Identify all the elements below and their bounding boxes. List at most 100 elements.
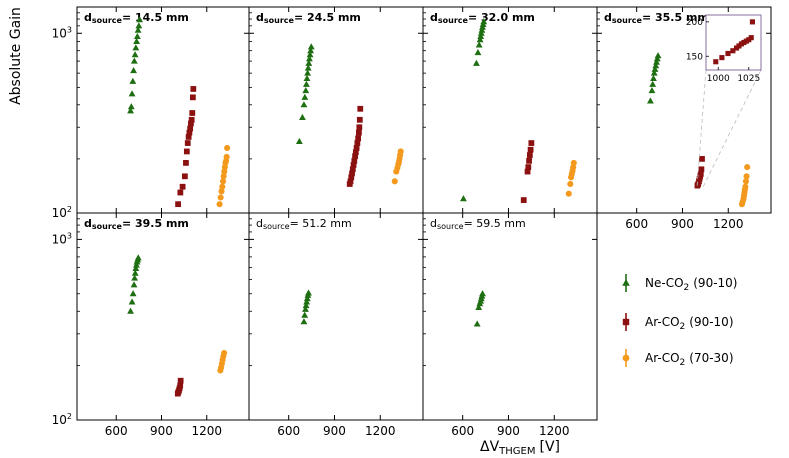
y-tick-base: 10 [52,26,67,40]
point-ne [302,86,310,94]
point-ne [649,80,657,87]
panel-label-value: = 24.5 mm [294,11,361,24]
panel-5: dsource= 39.5 mm [84,217,228,397]
inset-connector [702,69,762,189]
legend-label-rest: (90-10) [689,315,733,329]
panel-3: dsource= 32.0 mm [430,11,577,203]
panel-frame-4 [596,6,772,214]
point-ne [653,58,660,65]
legend-marker-ar7030 [622,354,630,362]
point-ne [652,62,660,69]
panel-label-value: = 59.5 mm [464,217,526,230]
point-ar9010 [526,157,532,164]
legend-label-rest: (90-10) [693,276,737,290]
point-ar9010 [189,110,196,116]
point-ne [479,290,486,297]
point-ne [477,29,485,36]
legend-label-main: Ar-CO [645,315,680,329]
point-ar9010 [188,120,194,127]
x-tick-label: 600 [105,424,128,438]
panel-label-sub: source [612,16,643,25]
point-ar7030 [742,183,749,190]
point-ne [460,195,467,202]
x-tick-label: 900 [497,424,520,438]
panel-1: dsource= 14.5 mm [84,11,231,208]
panel-label-value: = 39.5 mm [122,217,189,230]
panel-label-prefix: d [256,217,263,230]
point-ne [480,18,488,25]
point-ne [304,69,312,76]
point-ne [302,80,310,87]
inset-x-tick-label: 1025 [737,74,760,84]
point-ar7030 [397,148,404,155]
point-ar7030 [219,178,227,185]
point-ne [304,64,312,71]
y-tick-exp: 3 [67,25,72,34]
point-ne [128,90,136,97]
inset-point [730,48,736,54]
legend-label-ne: Ne-CO2 (90-10) [645,276,737,293]
inset-y-tick-label: 200 [686,18,703,28]
panels-layer: dsource= 14.5 mm dsource= 24.5 mm dsource=… [76,6,772,421]
y-tick-exp: 2 [67,205,72,214]
panel-label: dsource= 14.5 mm [84,11,189,25]
y-tick-exp: 2 [67,412,72,421]
point-ne [131,51,139,58]
x-tick-label: 600 [625,217,648,231]
panel-label-sub: source [92,222,123,231]
point-ar9010 [190,86,197,92]
panel-frame-5 [76,212,250,421]
point-ne [136,16,144,23]
panel-label-value: = 51.2 mm [290,217,352,230]
inset-x-tick-label: 1000 [707,74,730,84]
point-ne [653,55,661,62]
point-ne [299,113,306,120]
x-tick-label: 600 [451,424,474,438]
x-axis-label-sub: THGEM [498,446,535,457]
point-ar9010 [188,116,195,123]
legend: Ne-CO2 (90-10)Ar-CO2 (90-10)Ar-CO2 (70-30) [622,274,737,368]
point-ne [475,41,483,48]
legend-label-rest: (70-30) [689,351,733,365]
point-ar7030 [224,144,231,152]
point-ar9010 [185,134,192,140]
point-ar9010 [175,201,181,208]
point-ar9010 [520,197,527,203]
point-ne [130,57,138,64]
point-ar9010 [697,171,704,177]
point-ar7030 [218,188,225,195]
point-ar9010 [525,164,532,170]
y-axis-label: Absolute Gain [8,7,24,105]
axes-layer: Absolute Gain ΔVTHGEM [V] 102103102103600… [8,7,771,457]
panel-label-value: = 35.5 mm [642,11,709,24]
point-ne [476,36,484,43]
point-ne [302,301,310,309]
point-ne [300,101,308,108]
legend-label-sub: 2 [684,283,690,293]
point-ar9010 [347,178,354,185]
point-ar9010 [349,166,356,173]
point-ne [648,86,656,94]
point-ar7030 [221,349,228,357]
point-ne [127,107,134,114]
panel-label-value: = 14.5 mm [122,11,189,24]
x-tick-label: 900 [150,424,173,438]
point-ne [302,305,309,312]
point-ar9010 [355,135,362,142]
panel-2: dsource= 24.5 mm [256,11,404,187]
point-ne [307,43,315,50]
inset-point [749,19,756,25]
point-ne [133,37,141,45]
point-ar7030 [391,178,398,185]
point-ar7030 [744,164,751,171]
legend-marker-ar9010 [622,318,630,326]
inset-point [713,59,719,65]
legend-label-main: Ar-CO [645,351,680,365]
x-tick-label: 1200 [713,217,744,231]
point-ar9010 [183,160,189,166]
point-ar7030 [223,153,230,161]
point-ne [474,49,482,56]
inset-point [725,50,731,57]
point-ne [129,290,137,297]
